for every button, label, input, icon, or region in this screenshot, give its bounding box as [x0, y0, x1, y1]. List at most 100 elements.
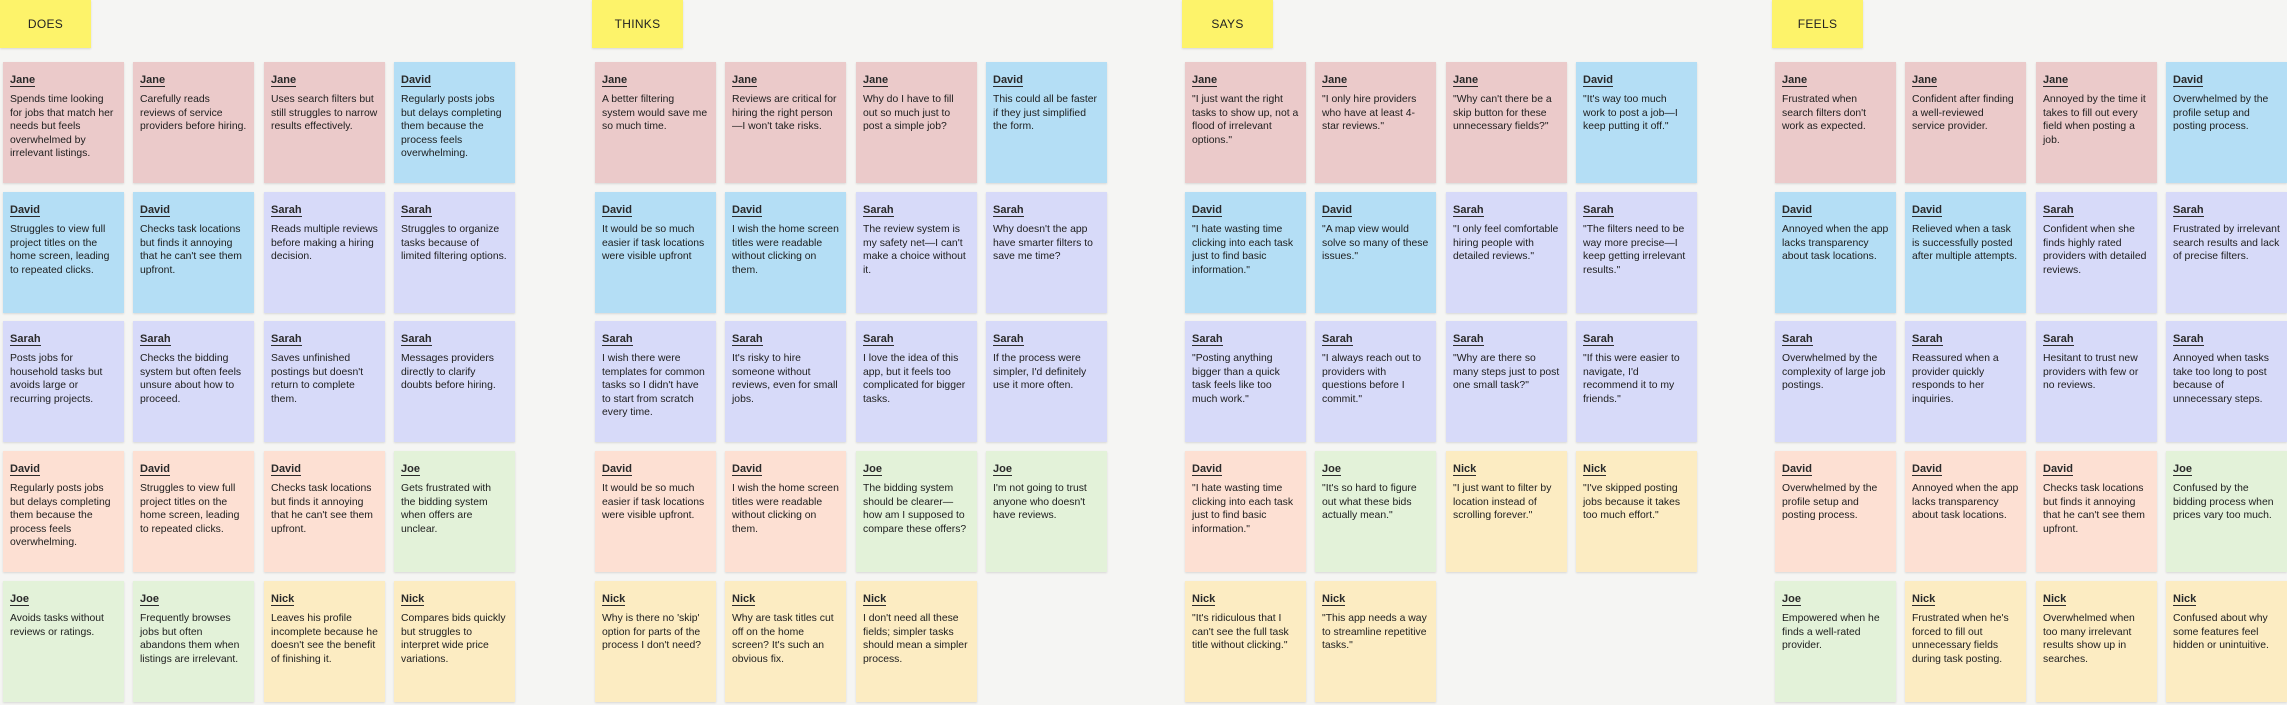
sticky-note[interactable]: David "A map view would solve so many of … [1315, 192, 1436, 313]
sticky-note[interactable]: Nick Overwhelmed when too many irrelevant… [2036, 581, 2157, 702]
sticky-note[interactable]: David Struggles to view full project titl… [133, 451, 254, 572]
sticky-note[interactable]: Sarah If the process were simpler, I'd de… [986, 321, 1107, 442]
sticky-note[interactable]: Sarah The review system is my safety net—… [856, 192, 977, 313]
sticky-note[interactable]: Sarah Saves unfinished postings but doesn… [264, 321, 385, 442]
sticky-note[interactable]: David Relieved when a task is successfull… [1905, 192, 2026, 313]
note-text: Frustrated when he's forced to fill out … [1912, 613, 2009, 665]
note-text: "Why are there so many steps just to pos… [1453, 353, 1560, 391]
sticky-note[interactable]: David "I hate wasting time clicking into … [1185, 451, 1306, 572]
sticky-note[interactable]: Sarah Confident when she finds highly rat… [2036, 192, 2157, 313]
sticky-note[interactable]: Nick "I just want to filter by location i… [1446, 451, 1567, 572]
sticky-note[interactable]: David Checks task locations but finds it … [133, 192, 254, 313]
note-text: Overwhelmed by the profile setup and pos… [1782, 483, 1878, 521]
note-text: Relieved when a task is successfully pos… [1912, 224, 2018, 262]
sticky-note[interactable]: Sarah Annoyed when tasks take too long to… [2166, 321, 2287, 442]
note-author: Sarah [2173, 333, 2204, 346]
sticky-note[interactable]: Jane "I only hire providers who have at l… [1315, 62, 1436, 183]
sticky-note[interactable]: David This could all be faster if they ju… [986, 62, 1107, 183]
note-text: Reviews are critical for hiring the righ… [732, 94, 837, 132]
sticky-note[interactable]: David It would be so much easier if task … [595, 451, 716, 572]
section-header-does[interactable]: DOES [0, 0, 91, 48]
sticky-note[interactable]: Sarah Overwhelmed by the complexity of la… [1775, 321, 1896, 442]
sticky-note[interactable]: David I wish the home screen titles were … [725, 451, 846, 572]
sticky-note[interactable]: Nick Compares bids quickly but struggles … [394, 581, 515, 702]
sticky-note[interactable]: Sarah "The filters need to be way more pr… [1576, 192, 1697, 313]
sticky-note[interactable]: Nick Confused about why some features fee… [2166, 581, 2287, 702]
sticky-note[interactable]: David Regularly posts jobs but delays com… [394, 62, 515, 183]
sticky-note[interactable]: Joe Frequently browses jobs but often aba… [133, 581, 254, 702]
sticky-note[interactable]: Nick Leaves his profile incomplete becaus… [264, 581, 385, 702]
sticky-note[interactable]: Sarah Reads multiple reviews before makin… [264, 192, 385, 313]
sticky-note[interactable]: Joe I'm not going to trust anyone who doe… [986, 451, 1107, 572]
sticky-note[interactable]: Joe Confused by the bidding process when … [2166, 451, 2287, 572]
sticky-note[interactable]: Sarah "Posting anything bigger than a qui… [1185, 321, 1306, 442]
note-author: Joe [140, 593, 159, 606]
sticky-note[interactable]: David I wish the home screen titles were … [725, 192, 846, 313]
sticky-note[interactable]: Nick "It's ridiculous that I can't see th… [1185, 581, 1306, 702]
note-author: Sarah [1782, 333, 1813, 346]
note-text: Annoyed when tasks take too long to post… [2173, 353, 2269, 405]
sticky-note[interactable]: Joe The bidding system should be clearer—… [856, 451, 977, 572]
note-text: Why is there no 'skip' option for parts … [602, 613, 702, 651]
sticky-note[interactable]: Nick "This app needs a way to streamline … [1315, 581, 1436, 702]
sticky-note[interactable]: Sarah Struggles to organize tasks because… [394, 192, 515, 313]
section-header-thinks[interactable]: THINKS [592, 0, 683, 48]
sticky-note[interactable]: Sarah I love the idea of this app, but it… [856, 321, 977, 442]
sticky-note[interactable]: Joe "It's so hard to figure out what thes… [1315, 451, 1436, 572]
sticky-note[interactable]: Jane Reviews are critical for hiring the … [725, 62, 846, 183]
sticky-note[interactable]: David Checks task locations but finds it … [2036, 451, 2157, 572]
note-text: Avoids tasks without reviews or ratings. [10, 613, 104, 638]
sticky-note[interactable]: Sarah "If this were easier to navigate, I… [1576, 321, 1697, 442]
section-header-says[interactable]: SAYS [1182, 0, 1273, 48]
note-text: This could all be faster if they just si… [993, 94, 1097, 132]
sticky-note[interactable]: Jane Annoyed by the time it takes to fill… [2036, 62, 2157, 183]
sticky-note[interactable]: David Annoyed when the app lacks transpar… [1775, 192, 1896, 313]
sticky-note[interactable]: Nick Why are task titles cut off on the h… [725, 581, 846, 702]
section-header-feels[interactable]: FEELS [1772, 0, 1863, 48]
sticky-note[interactable]: Sarah Hesitant to trust new providers wit… [2036, 321, 2157, 442]
sticky-note[interactable]: Jane Uses search filters but still strugg… [264, 62, 385, 183]
sticky-note[interactable]: Sarah "I always reach out to providers wi… [1315, 321, 1436, 442]
sticky-note[interactable]: Joe Empowered when he finds a well-rated … [1775, 581, 1896, 702]
note-author: David [1782, 463, 1812, 476]
sticky-note[interactable]: Sarah Frustrated by irrelevant search res… [2166, 192, 2287, 313]
sticky-note[interactable]: David It would be so much easier if task … [595, 192, 716, 313]
sticky-note[interactable]: David Struggles to view full project titl… [3, 192, 124, 313]
sticky-note[interactable]: David Annoyed when the app lacks transpar… [1905, 451, 2026, 572]
sticky-note[interactable]: Nick Why is there no 'skip' option for pa… [595, 581, 716, 702]
note-text: I wish the home screen titles were reada… [732, 483, 839, 535]
sticky-note[interactable]: Jane Confident after finding a well-revie… [1905, 62, 2026, 183]
note-author: David [1192, 463, 1222, 476]
sticky-note[interactable]: Sarah Checks the bidding system but often… [133, 321, 254, 442]
sticky-note[interactable]: Jane Frustrated when search filters don't… [1775, 62, 1896, 183]
sticky-note[interactable]: Sarah Reassured when a provider quickly r… [1905, 321, 2026, 442]
sticky-note[interactable]: David Overwhelmed by the profile setup an… [2166, 62, 2287, 183]
sticky-note[interactable]: Sarah It's risky to hire someone without … [725, 321, 846, 442]
sticky-note[interactable]: Nick Frustrated when he's forced to fill … [1905, 581, 2026, 702]
sticky-note[interactable]: Joe Avoids tasks without reviews or ratin… [3, 581, 124, 702]
sticky-note[interactable]: Nick I don't need all these fields; simpl… [856, 581, 977, 702]
note-author: David [1322, 204, 1352, 217]
note-author: Joe [401, 463, 420, 476]
sticky-note[interactable]: Nick "I've skipped posting jobs because i… [1576, 451, 1697, 572]
sticky-note[interactable]: David "I hate wasting time clicking into … [1185, 192, 1306, 313]
sticky-note[interactable]: Jane "I just want the right tasks to show… [1185, 62, 1306, 183]
sticky-note[interactable]: Jane Why do I have to fill out so much ju… [856, 62, 977, 183]
sticky-note[interactable]: David "It's way too much work to post a j… [1576, 62, 1697, 183]
sticky-note[interactable]: Sarah Posts jobs for household tasks but … [3, 321, 124, 442]
sticky-note[interactable]: Jane Carefully reads reviews of service p… [133, 62, 254, 183]
note-text: Messages providers directly to clarify d… [401, 353, 496, 391]
sticky-note[interactable]: Sarah Messages providers directly to clar… [394, 321, 515, 442]
sticky-note[interactable]: Jane Spends time looking for jobs that ma… [3, 62, 124, 183]
note-text: Confident after finding a well-reviewed … [1912, 94, 2014, 132]
sticky-note[interactable]: David Checks task locations but finds it … [264, 451, 385, 572]
sticky-note[interactable]: Sarah "I only feel comfortable hiring peo… [1446, 192, 1567, 313]
sticky-note[interactable]: David Regularly posts jobs but delays com… [3, 451, 124, 572]
sticky-note[interactable]: Sarah Why doesn't the app have smarter fi… [986, 192, 1107, 313]
sticky-note[interactable]: Jane "Why can't there be a skip button fo… [1446, 62, 1567, 183]
sticky-note[interactable]: David Overwhelmed by the profile setup an… [1775, 451, 1896, 572]
sticky-note[interactable]: Sarah "Why are there so many steps just t… [1446, 321, 1567, 442]
sticky-note[interactable]: Jane A better filtering system would save… [595, 62, 716, 183]
sticky-note[interactable]: Sarah I wish there were templates for com… [595, 321, 716, 442]
sticky-note[interactable]: Joe Gets frustrated with the bidding syst… [394, 451, 515, 572]
